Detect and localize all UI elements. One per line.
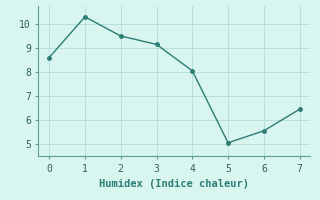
X-axis label: Humidex (Indice chaleur): Humidex (Indice chaleur) — [100, 179, 249, 189]
